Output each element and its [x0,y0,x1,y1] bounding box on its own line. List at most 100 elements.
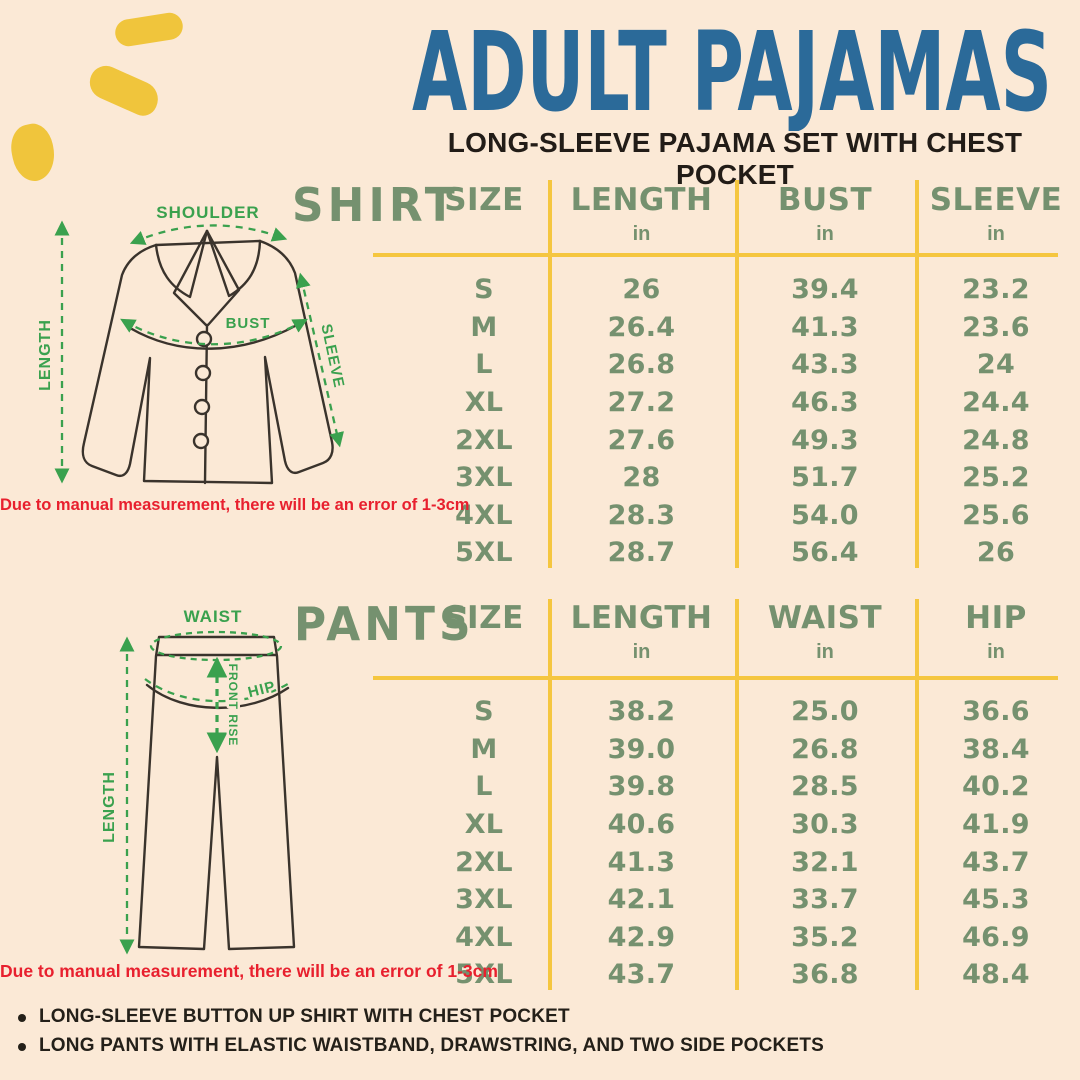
table-divider [735,180,739,568]
sleeve-measure-label: SLEEVE [317,322,347,389]
yellow-blob-decoration [113,10,185,49]
shirt-section-heading: SHIRT [292,179,459,233]
length-cell: 26 [622,274,661,306]
length-cell: 40.6 [607,809,676,841]
shirt-measure-lines [54,220,344,484]
sleeve-cell: 26 [976,537,1016,569]
table-divider [735,599,739,990]
list-item: LONG-SLEEVE BUTTON UP SHIRT WITH CHEST P… [18,1006,824,1028]
feature-text: LONG PANTS WITH ELASTIC WAISTBAND, DRAWS… [39,1035,824,1056]
bust-measure-label: BUST [226,315,271,332]
bust-cell: 51.7 [791,462,859,494]
size-cell: 2XL [455,846,513,878]
table-divider [373,253,1058,257]
table-divider [548,599,552,990]
sleeve-cell: 23.2 [962,274,1030,306]
bust-cell: 43.3 [791,349,859,381]
yellow-blob-decoration [84,60,164,121]
pants-measurement-diagram: WAIST FRONT RISE HIP LENGTH [99,605,296,955]
waist-cell: 36.8 [791,959,859,991]
bust-cell: 49.3 [791,424,859,456]
waist-cell: 26.8 [791,733,859,765]
size-cell: M [470,733,498,765]
column-header-size: SIZE [444,600,524,636]
unit-label: in [987,223,1005,245]
shirt-table-body: S 26 39.4 23.2 M 26.4 41.3 23.6 L 26.8 43.3 24 XL… [420,271,1077,572]
length-cell: 42.9 [607,921,676,953]
bullet-dot [18,1014,26,1022]
bust-cell: 56.4 [791,537,859,569]
size-cell: L [475,771,493,803]
waist-cell: 25.0 [791,696,859,728]
length-cell: 39.8 [607,771,676,803]
shirt-table-header: SIZE LENGTH in BUST in SLEEVE in [420,182,1077,246]
shoulder-measure-label: SHOULDER [156,203,259,222]
table-divider [548,180,552,568]
unit-label: in [632,223,651,245]
size-cell: 2XL [455,424,513,456]
hip-cell: 36.6 [962,696,1030,728]
length-cell: 28 [622,462,661,494]
length-cell: 38.2 [607,696,676,728]
waist-cell: 35.2 [791,921,859,953]
column-header-hip: HIP [965,600,1027,636]
size-cell: XL [464,809,504,841]
feature-bullet-list: LONG-SLEEVE BUTTON UP SHIRT WITH CHEST P… [18,1006,824,1064]
size-cell: 5XL [455,537,513,569]
size-cell: S [474,274,494,306]
column-header-sleeve: SLEEVE [929,182,1063,218]
sleeve-cell: 24.8 [962,424,1030,456]
column-header-length: LENGTH [570,600,713,636]
hip-cell: 45.3 [962,884,1030,916]
pants-table-header: SIZE LENGTH in WAIST in HIP in [420,600,1077,664]
bust-cell: 41.3 [791,311,859,343]
bust-cell: 46.3 [791,387,859,419]
size-cell: 4XL [455,921,513,953]
hip-cell: 48.4 [962,959,1030,991]
length-cell: 27.6 [607,424,676,456]
length-cell: 26.8 [607,349,676,381]
size-cell: 3XL [455,884,513,916]
size-cell: XL [464,387,504,419]
table-divider [915,180,919,568]
hip-cell: 40.2 [962,771,1030,803]
bust-cell: 39.4 [791,274,859,306]
unit-label: in [632,641,651,663]
size-cell: 5XL [455,959,513,991]
waist-cell: 30.3 [791,809,859,841]
column-header-length: LENGTH [570,182,713,218]
size-cell: S [474,696,494,728]
length-cell: 41.3 [607,846,676,878]
length-cell: 26.4 [607,311,676,343]
table-divider [373,676,1058,680]
waist-measure-label: WAIST [184,607,243,626]
pants-table-body: S 38.2 25.0 36.6 M 39.0 26.8 38.4 L 39.8 28.5 40.… [420,693,1077,994]
unit-label: in [816,641,834,663]
pants-measurement-note: Due to manual measurement, there will be… [0,961,498,981]
page-subtitle: LONG-SLEEVE PAJAMA SET WITH CHEST POCKET [447,127,1023,190]
front-rise-measure-label: FRONT RISE [226,664,240,747]
size-cell: M [470,311,498,343]
shirt-measurement-diagram: SHOULDER LENGTH BUST SLEEVE [35,201,350,485]
sleeve-cell: 25.6 [962,499,1030,531]
column-header-waist: WAIST [767,600,883,636]
length-measure-label: LENGTH [101,771,118,843]
bust-cell: 54.0 [791,499,859,531]
shirt-measurement-note: Due to manual measurement, there will be… [0,496,470,514]
length-cell: 42.1 [607,884,676,916]
column-header-bust: BUST [777,182,873,218]
length-cell: 43.7 [607,959,676,991]
size-cell: 4XL [455,499,513,531]
hip-cell: 38.4 [962,733,1030,765]
waist-cell: 32.1 [791,846,859,878]
column-header-size: SIZE [444,182,524,218]
sleeve-cell: 23.6 [962,311,1030,343]
hip-cell: 46.9 [962,921,1030,953]
page-title: ADULT PAJAMAS [412,16,1052,131]
table-divider [915,599,919,990]
size-cell: L [475,349,493,381]
length-cell: 28.7 [607,537,676,569]
yellow-blob-decoration [6,120,60,185]
unit-label: in [987,641,1005,663]
waist-cell: 28.5 [791,771,859,803]
